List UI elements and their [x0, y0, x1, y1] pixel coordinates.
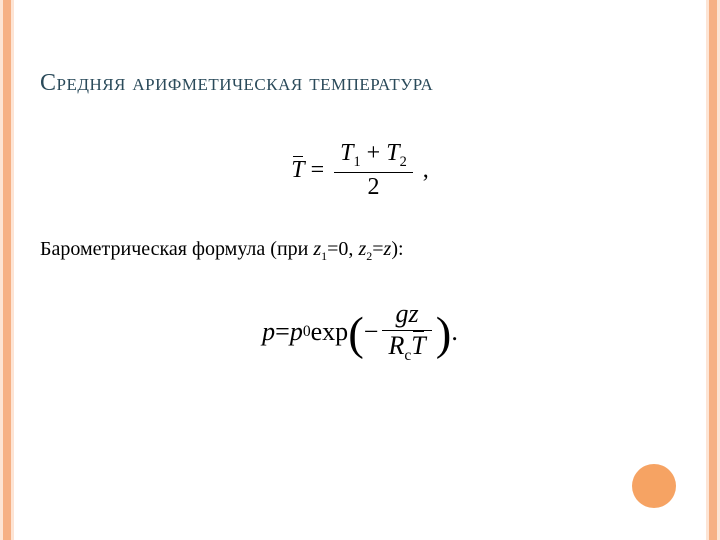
den-r: R: [388, 331, 404, 360]
p-symbol: p: [262, 317, 275, 347]
numerator-t1: T: [340, 140, 353, 166]
numerator-z: z: [409, 299, 419, 328]
z1-var: z: [313, 238, 321, 260]
den-tbar: T: [411, 332, 425, 361]
subtext-suffix: ):: [391, 238, 403, 260]
minus-sign: −: [364, 317, 379, 347]
den-r-sub: с: [404, 347, 411, 364]
slide-border-left: [0, 0, 14, 540]
t-bar-symbol: T: [291, 157, 304, 184]
border-stripe: [706, 0, 709, 540]
border-stripe: [11, 0, 14, 540]
numerator-sub1: 1: [353, 154, 360, 170]
z1-eq: =0,: [327, 238, 358, 260]
formula-barometric: p = p0 exp ( − gz RсT ) .: [40, 300, 680, 364]
trailing-dot: .: [451, 317, 458, 347]
trailing-comma: ,: [417, 157, 429, 184]
numerator-sub2: 2: [400, 154, 407, 170]
fraction: gz RсT: [382, 300, 431, 364]
equals-sign: =: [305, 157, 331, 184]
p0-sub: 0: [303, 323, 311, 341]
slide-border-right: [706, 0, 720, 540]
numerator-g: g: [396, 299, 409, 328]
border-stripe: [3, 0, 11, 540]
numerator-t2: T: [386, 140, 399, 166]
slide-title: Средняя арифметическая температура: [40, 70, 433, 97]
p0-base: p: [290, 317, 303, 347]
plus-sign: +: [361, 140, 387, 166]
fraction: T1 + T2 2: [334, 140, 413, 200]
barometric-label: Барометрическая формула (при z1=0, z2=z)…: [40, 238, 404, 264]
exp-word: exp: [311, 317, 349, 347]
equals-sign: =: [275, 317, 290, 347]
denominator: 2: [361, 174, 385, 200]
formula-mean-temperature: T = T1 + T2 2 ,: [40, 140, 680, 200]
decorative-circle-icon: [632, 464, 676, 508]
z2-eq: =: [372, 238, 383, 260]
subtext-prefix: Барометрическая формула (при: [40, 238, 313, 260]
slide-content: Средняя арифметическая температура T = T…: [40, 0, 680, 540]
border-stripe: [709, 0, 717, 540]
